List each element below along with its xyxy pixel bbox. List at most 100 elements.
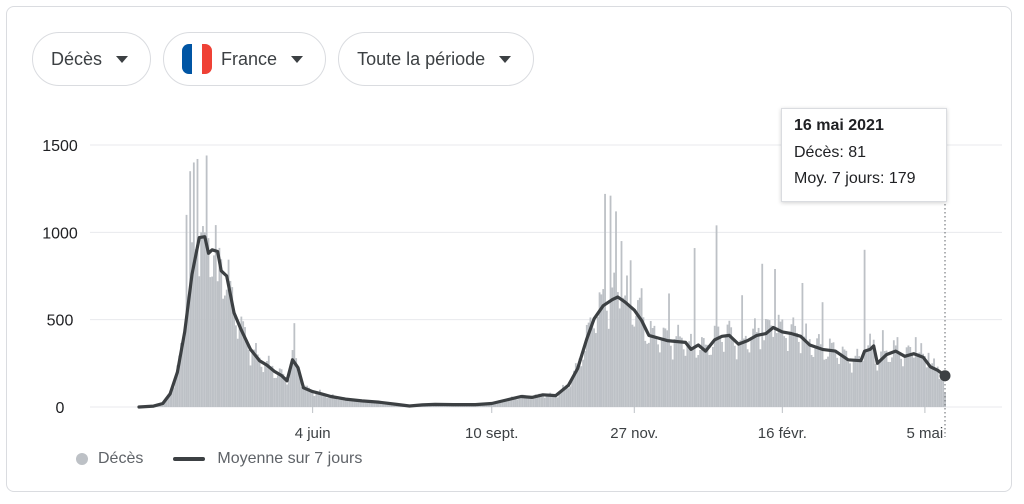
- daily-deaths-bar: [759, 349, 762, 407]
- daily-deaths-bar: [925, 367, 928, 407]
- daily-deaths-bar: [898, 353, 901, 407]
- daily-deaths-bar: [911, 354, 914, 407]
- daily-deaths-bar: [653, 325, 656, 407]
- daily-deaths-bar: [317, 392, 320, 407]
- daily-deaths-bar: [549, 392, 552, 407]
- daily-deaths-bar: [675, 336, 678, 407]
- daily-deaths-bar: [936, 366, 939, 407]
- daily-deaths-bar: [845, 350, 848, 407]
- country-dropdown-label: France: [221, 48, 278, 69]
- daily-deaths-bar: [708, 354, 711, 407]
- daily-deaths-bar: [878, 363, 881, 407]
- daily-deaths-bar: [600, 294, 603, 407]
- daily-deaths-bar: [211, 276, 214, 407]
- x-tick-label: 10 sept.: [465, 425, 518, 442]
- daily-deaths-bar: [200, 232, 203, 407]
- daily-deaths-bar: [554, 396, 557, 407]
- daily-deaths-bar: [300, 386, 303, 407]
- daily-deaths-bar: [732, 338, 734, 407]
- daily-deaths-bar: [523, 394, 526, 407]
- daily-deaths-bar: [918, 352, 921, 407]
- daily-deaths-bar: [353, 400, 356, 407]
- daily-deaths-bar: [839, 356, 842, 407]
- daily-deaths-bar: [361, 401, 363, 407]
- daily-deaths-bar: [234, 325, 237, 407]
- daily-deaths-bar: [638, 297, 641, 407]
- daily-deaths-bar: [571, 378, 574, 407]
- daily-deaths-bar: [569, 386, 572, 407]
- daily-deaths-bar: [598, 292, 601, 407]
- legend-line-label: Moyenne sur 7 jours: [217, 450, 363, 467]
- daily-deaths-bar: [929, 366, 932, 407]
- daily-deaths-bar: [788, 331, 791, 407]
- daily-deaths-bar: [940, 378, 943, 407]
- daily-deaths-bar: [308, 387, 310, 407]
- daily-deaths-bar: [843, 349, 846, 407]
- daily-deaths-bar: [679, 336, 681, 407]
- daily-deaths-bar: [529, 398, 532, 407]
- daily-deaths-bar: [817, 334, 820, 407]
- daily-deaths-bar: [386, 402, 389, 407]
- daily-deaths-bar: [933, 358, 935, 407]
- daily-deaths-bar: [834, 349, 837, 407]
- daily-deaths-bar: [796, 332, 798, 407]
- daily-deaths-bar: [364, 402, 367, 407]
- daily-deaths-bar: [644, 340, 647, 407]
- chart-legend: Décès Moyenne sur 7 jours: [76, 450, 362, 468]
- daily-deaths-bar: [297, 368, 299, 407]
- metric-dropdown[interactable]: Décès: [32, 32, 152, 86]
- daily-deaths-bar: [799, 353, 802, 407]
- daily-deaths-bar: [585, 324, 588, 407]
- daily-deaths-bar: [194, 249, 197, 407]
- daily-deaths-bar: [697, 355, 700, 407]
- daily-deaths-bar: [567, 388, 570, 407]
- tooltip-deaths: Décès: 81: [794, 144, 867, 161]
- daily-deaths-bar: [909, 346, 912, 407]
- daily-deaths-bar: [277, 375, 279, 407]
- y-tick-label: 0: [56, 400, 65, 417]
- daily-deaths-bar: [525, 395, 528, 407]
- daily-deaths-bar: [333, 396, 336, 407]
- daily-deaths-bar: [227, 259, 230, 407]
- daily-deaths-bar: [662, 327, 665, 407]
- daily-deaths-bar: [505, 401, 508, 407]
- daily-deaths-bar: [892, 340, 895, 407]
- daily-deaths-bar: [256, 354, 259, 407]
- daily-deaths-bar: [224, 295, 226, 407]
- daily-deaths-bar: [821, 302, 824, 407]
- daily-deaths-bar: [357, 399, 360, 407]
- daily-deaths-bar: [735, 359, 738, 407]
- daily-deaths-bar: [816, 338, 818, 407]
- daily-deaths-bar: [870, 347, 873, 407]
- daily-deaths-bar: [330, 395, 332, 407]
- country-dropdown[interactable]: France: [163, 32, 327, 86]
- daily-deaths-bar: [282, 373, 285, 407]
- daily-deaths-bar: [797, 341, 800, 407]
- y-tick-label: 1500: [42, 138, 78, 155]
- period-dropdown[interactable]: Toute la période: [338, 32, 535, 86]
- daily-deaths-bar: [867, 345, 870, 407]
- daily-deaths-bar: [538, 393, 541, 407]
- daily-deaths-bar: [540, 395, 542, 407]
- daily-deaths-bar: [887, 361, 890, 407]
- daily-deaths-bar: [922, 353, 924, 407]
- daily-deaths-bar: [225, 289, 228, 407]
- daily-deaths-bar: [693, 248, 696, 407]
- daily-deaths-bar: [350, 400, 352, 407]
- daily-deaths-bar: [812, 356, 815, 407]
- daily-deaths-bar: [680, 337, 683, 407]
- daily-deaths-bar: [244, 327, 246, 407]
- daily-deaths-bar: [160, 404, 162, 407]
- daily-deaths-bar: [342, 397, 345, 407]
- daily-deaths-bar: [355, 398, 358, 407]
- daily-deaths-bar: [501, 400, 504, 407]
- daily-deaths-bar: [203, 232, 206, 407]
- filter-bar: Décès France Toute la période: [32, 32, 535, 86]
- daily-deaths-bar: [542, 395, 544, 407]
- daily-deaths-bar: [721, 341, 723, 407]
- daily-deaths-bar: [781, 319, 784, 407]
- daily-deaths-bar: [642, 317, 645, 407]
- daily-deaths-bar: [545, 394, 548, 407]
- y-tick-label: 1000: [42, 225, 78, 242]
